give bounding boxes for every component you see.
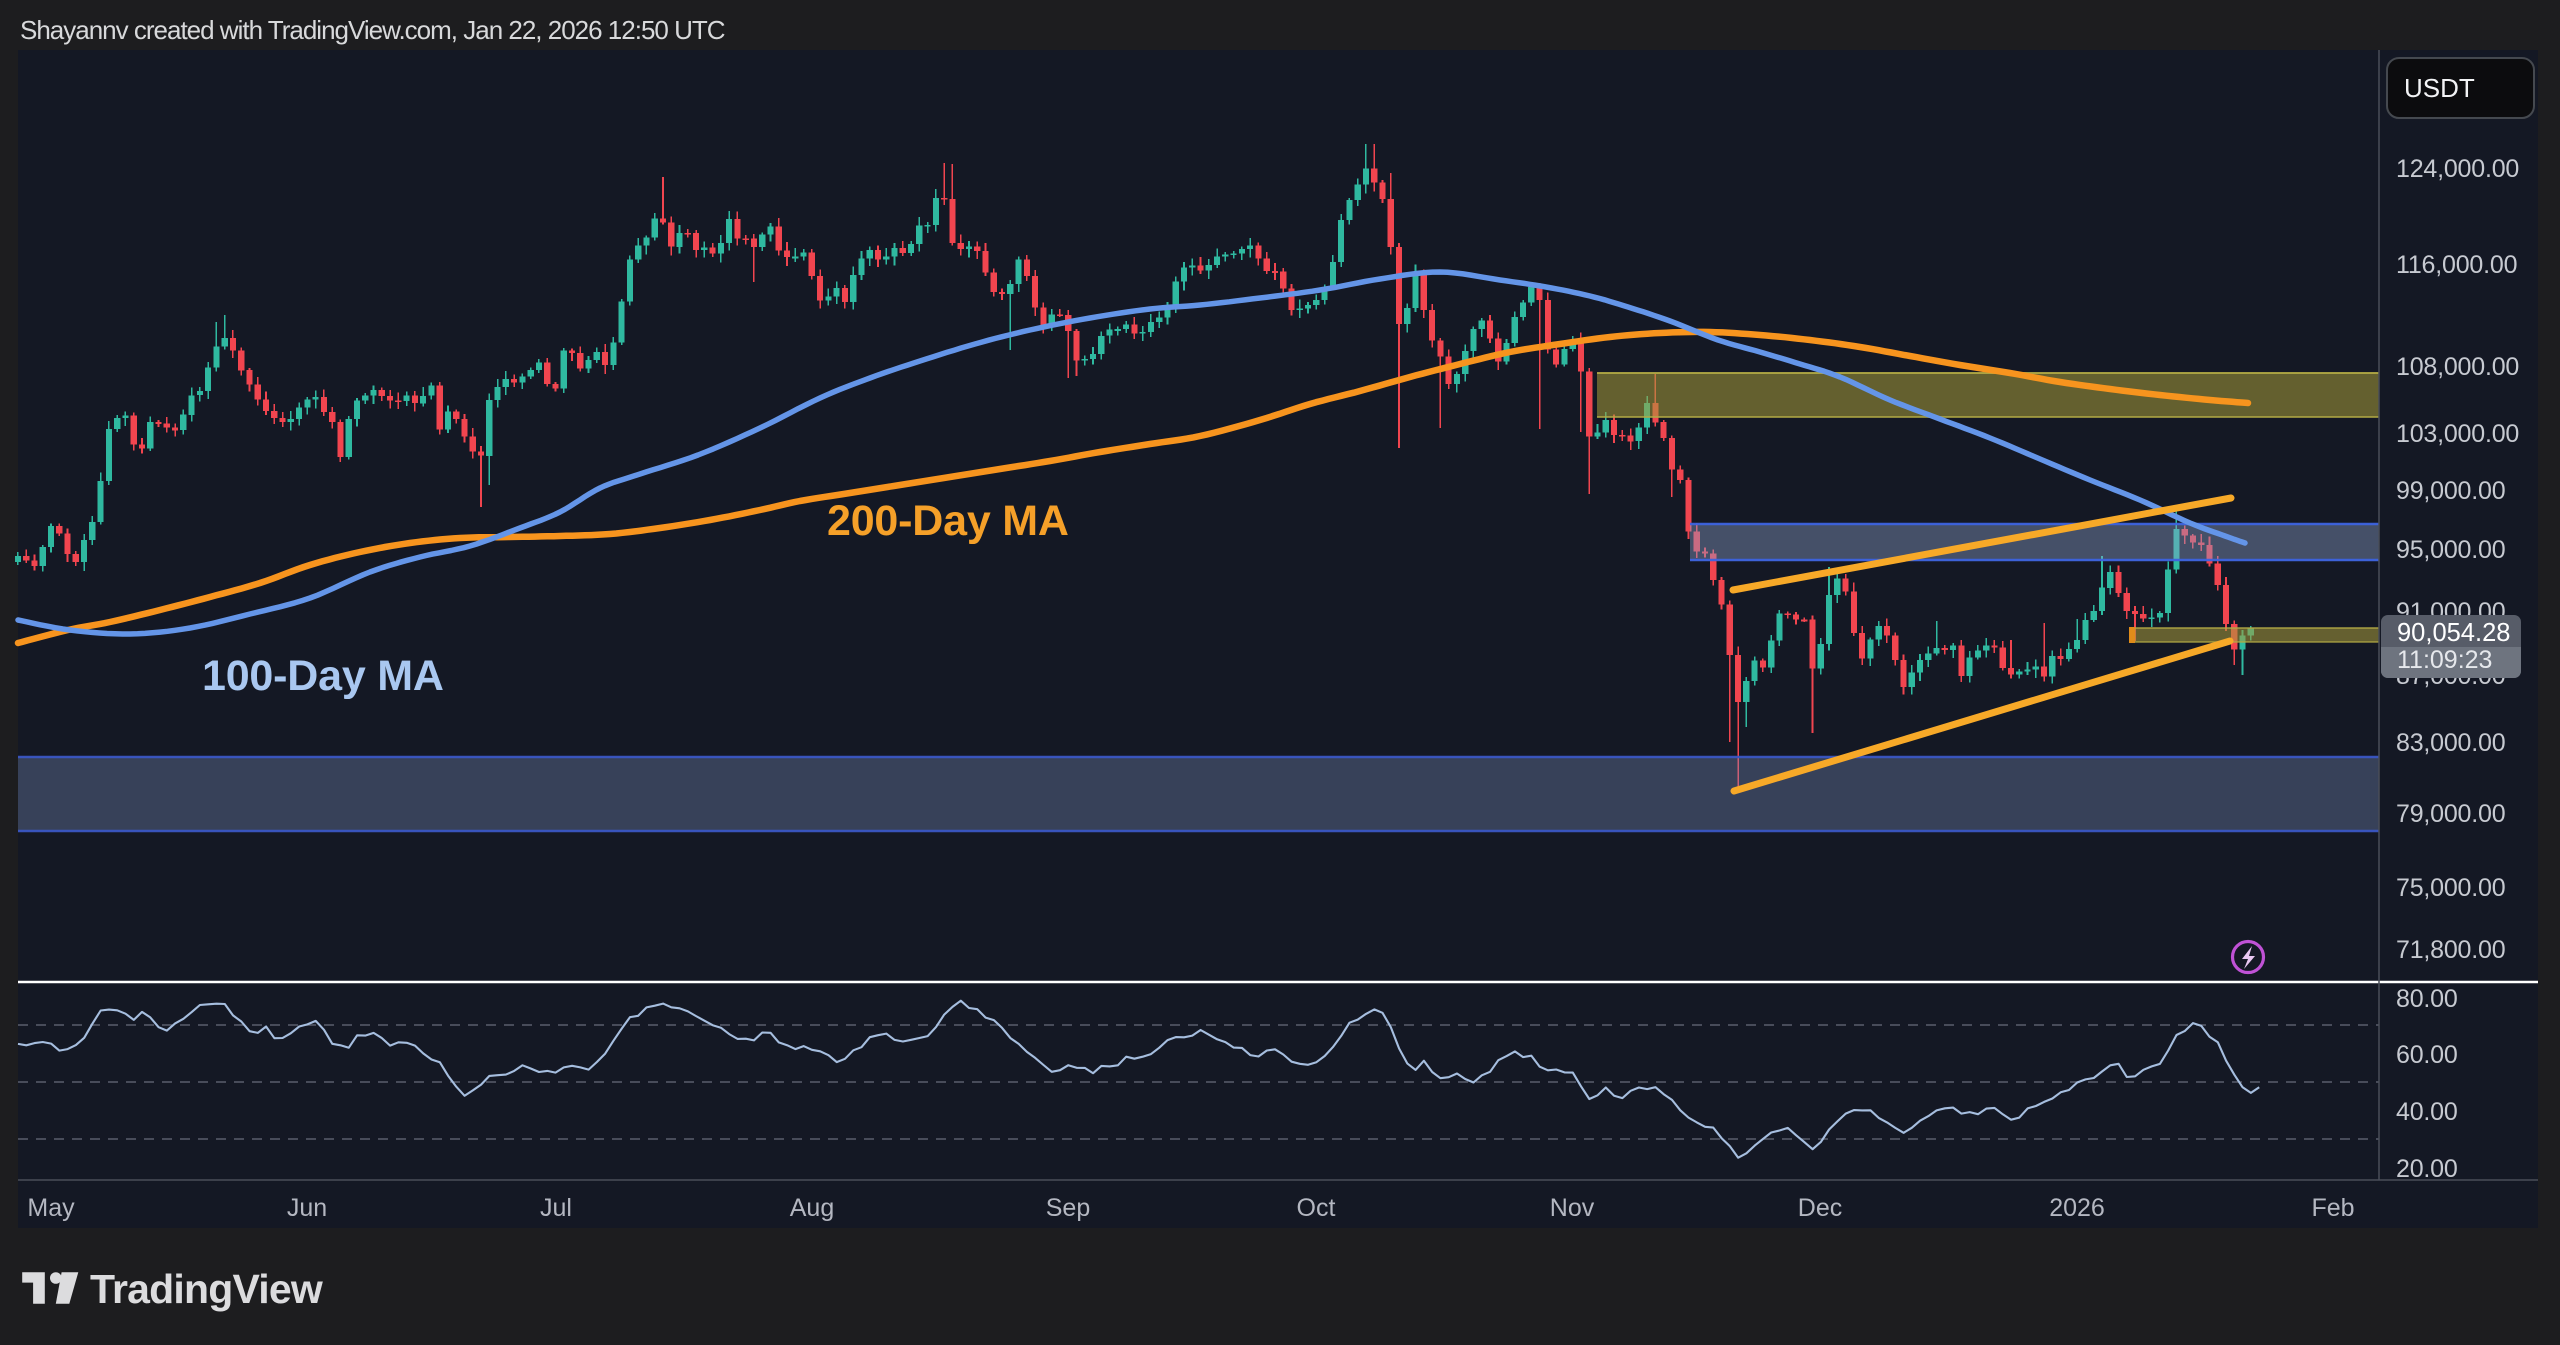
svg-text:May: May: [27, 1194, 75, 1222]
svg-text:Aug: Aug: [790, 1194, 834, 1222]
svg-text:71,800.00: 71,800.00: [2396, 936, 2505, 964]
svg-text:Nov: Nov: [1550, 1194, 1595, 1222]
svg-text:83,000.00: 83,000.00: [2396, 729, 2505, 757]
svg-text:100-Day MA: 100-Day MA: [202, 652, 444, 700]
svg-text:95,000.00: 95,000.00: [2396, 536, 2505, 564]
svg-text:116,000.00: 116,000.00: [2396, 251, 2517, 279]
svg-text:103,000.00: 103,000.00: [2396, 420, 2519, 448]
svg-text:20.00: 20.00: [2396, 1155, 2458, 1183]
svg-text:108,000.00: 108,000.00: [2396, 353, 2519, 381]
svg-text:Oct: Oct: [1297, 1194, 1336, 1222]
svg-text:60.00: 60.00: [2396, 1041, 2458, 1069]
svg-text:99,000.00: 99,000.00: [2396, 477, 2505, 505]
svg-text:80.00: 80.00: [2396, 985, 2458, 1013]
svg-text:75,000.00: 75,000.00: [2396, 874, 2505, 902]
svg-text:2026: 2026: [2049, 1194, 2105, 1222]
svg-text:Jun: Jun: [287, 1194, 327, 1222]
svg-text:79,000.00: 79,000.00: [2396, 800, 2505, 828]
svg-text:90,054.28: 90,054.28: [2397, 619, 2510, 647]
svg-text:Sep: Sep: [1046, 1194, 1090, 1222]
svg-text:200-Day MA: 200-Day MA: [827, 497, 1069, 545]
svg-text:Shayannv created with TradingV: Shayannv created with TradingView.com, J…: [20, 15, 725, 45]
svg-text:Jul: Jul: [540, 1194, 572, 1222]
svg-text:TradingView: TradingView: [90, 1266, 323, 1312]
svg-text:Dec: Dec: [1798, 1194, 1842, 1222]
svg-text:USDT: USDT: [2404, 73, 2475, 103]
svg-text:124,000.00: 124,000.00: [2396, 155, 2519, 183]
svg-text:Feb: Feb: [2311, 1194, 2354, 1222]
svg-text:40.00: 40.00: [2396, 1098, 2458, 1126]
svg-text:11:09:23: 11:09:23: [2397, 646, 2492, 674]
